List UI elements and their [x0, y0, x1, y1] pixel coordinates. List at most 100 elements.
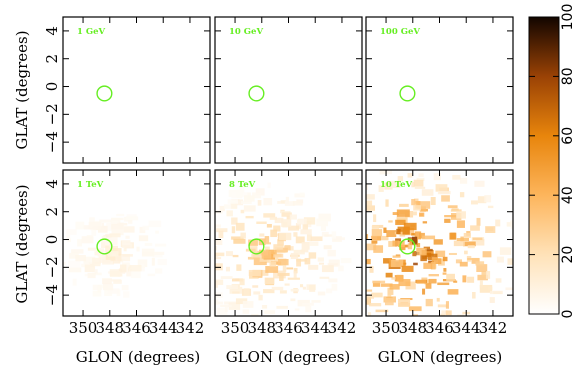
emission-pixel: [507, 258, 513, 265]
x-tick-label: 350: [69, 319, 98, 337]
emission-pixel: [413, 179, 424, 187]
emission-pixel: [263, 213, 276, 218]
emission-pixel: [422, 235, 436, 240]
emission-pixel: [155, 230, 159, 234]
emission-pixel: [300, 229, 312, 235]
emission-pixel: [239, 192, 249, 197]
emission-pixel: [470, 200, 478, 205]
emission-pixel: [378, 185, 384, 192]
emission-pixel: [499, 247, 512, 255]
emission-pixel: [302, 286, 306, 290]
emission-pixel: [251, 313, 259, 316]
emission-pixel: [489, 297, 495, 303]
emission-pixel: [317, 291, 326, 296]
emission-pixel: [271, 286, 284, 291]
emission-pixel: [311, 300, 321, 303]
emission-pixel: [109, 243, 113, 248]
panel-label: 10 TeV: [380, 180, 413, 190]
emission-pixel: [290, 288, 299, 292]
emission-pixel: [477, 196, 487, 204]
emission-pixel: [235, 298, 248, 305]
emission-pixel: [453, 240, 465, 247]
emission-pixel: [113, 279, 122, 284]
x-tick-label: 342: [328, 319, 357, 337]
emission-pixel: [308, 252, 317, 259]
emission-pixel: [284, 201, 295, 206]
emission-pixel: [455, 259, 463, 264]
emission-pixel: [392, 240, 400, 247]
emission-pixel: [144, 242, 153, 246]
emission-pixel: [383, 258, 392, 264]
emission-pixel: [263, 198, 273, 206]
emission-pixel: [372, 280, 386, 284]
emission-pixel: [105, 237, 118, 245]
source-circle: [96, 85, 113, 102]
emission-pixel: [274, 217, 284, 224]
emission-pixel: [462, 275, 467, 283]
emission-pixel: [398, 298, 411, 307]
emission-pixel: [253, 291, 261, 295]
emission-pixel: [264, 310, 276, 314]
y-tick-label: 2: [43, 54, 61, 64]
emission-pixel: [495, 219, 501, 227]
emission-pixel: [444, 218, 451, 223]
emission-pixel: [405, 281, 416, 290]
x-tick-label: 348: [398, 319, 427, 337]
emission-pixel: [407, 243, 413, 250]
emission-pixel: [396, 209, 410, 217]
emission-pixel: [123, 226, 135, 233]
emission-pixel: [277, 258, 289, 266]
emission-pixel: [107, 251, 119, 257]
emission-pixel: [340, 258, 352, 264]
panel-label: 1 TeV: [77, 180, 104, 190]
emission-pixel: [245, 215, 254, 219]
emission-pixel: [428, 278, 437, 284]
emission-pixel: [292, 200, 303, 206]
emission-pixel: [318, 262, 324, 265]
emission-pixel: [320, 223, 327, 231]
emission-pixel: [453, 280, 458, 283]
emission-pixel: [324, 234, 334, 237]
y-tick-label: 0: [43, 235, 61, 245]
emission-pixel: [68, 267, 82, 273]
emission-pixel: [91, 229, 97, 236]
emission-pixel: [297, 218, 307, 225]
x-tick-label: 344: [452, 319, 481, 337]
emission-pixel: [251, 253, 262, 258]
emission-pixel: [436, 297, 440, 302]
emission-pixel: [366, 234, 369, 240]
emission-pixel: [121, 285, 129, 291]
emission-pixel: [418, 232, 425, 239]
emission-pixel: [282, 212, 292, 217]
emission-pixel: [338, 265, 344, 272]
emission-pixel: [375, 309, 389, 313]
y-tick-label: −2: [43, 103, 61, 125]
emission-pixel: [107, 288, 120, 294]
colorbar: 0 20 40 60 80 100: [528, 4, 576, 319]
emission-pixel: [321, 231, 329, 237]
emission-pixel: [248, 239, 258, 246]
x-tick-label: 346: [122, 319, 151, 337]
emission-pixel: [327, 263, 338, 266]
emission-pixel: [485, 226, 496, 233]
emission-pixel: [366, 200, 373, 208]
emission-pixel: [510, 221, 513, 229]
emission-pixel: [243, 288, 250, 296]
emission-pixel: [72, 278, 77, 286]
emission-pixel: [388, 180, 401, 188]
emission-pixel: [285, 196, 290, 203]
emission-pixel: [220, 304, 232, 308]
emission-pixel: [372, 281, 381, 287]
y-tick-label: 0: [43, 82, 61, 92]
emission-pixel: [414, 231, 422, 240]
emission-pixel: [433, 239, 443, 245]
emission-pixel: [117, 222, 128, 226]
emission-pixel: [235, 222, 245, 231]
x-tick-label: 350: [372, 319, 401, 337]
colorbar-tick-label: 0: [560, 310, 576, 319]
emission-pixel: [255, 188, 265, 196]
emission-pixel: [111, 217, 124, 221]
emission-pixel: [316, 218, 329, 227]
emission-pixel: [420, 254, 427, 262]
emission-pixel: [232, 254, 239, 258]
